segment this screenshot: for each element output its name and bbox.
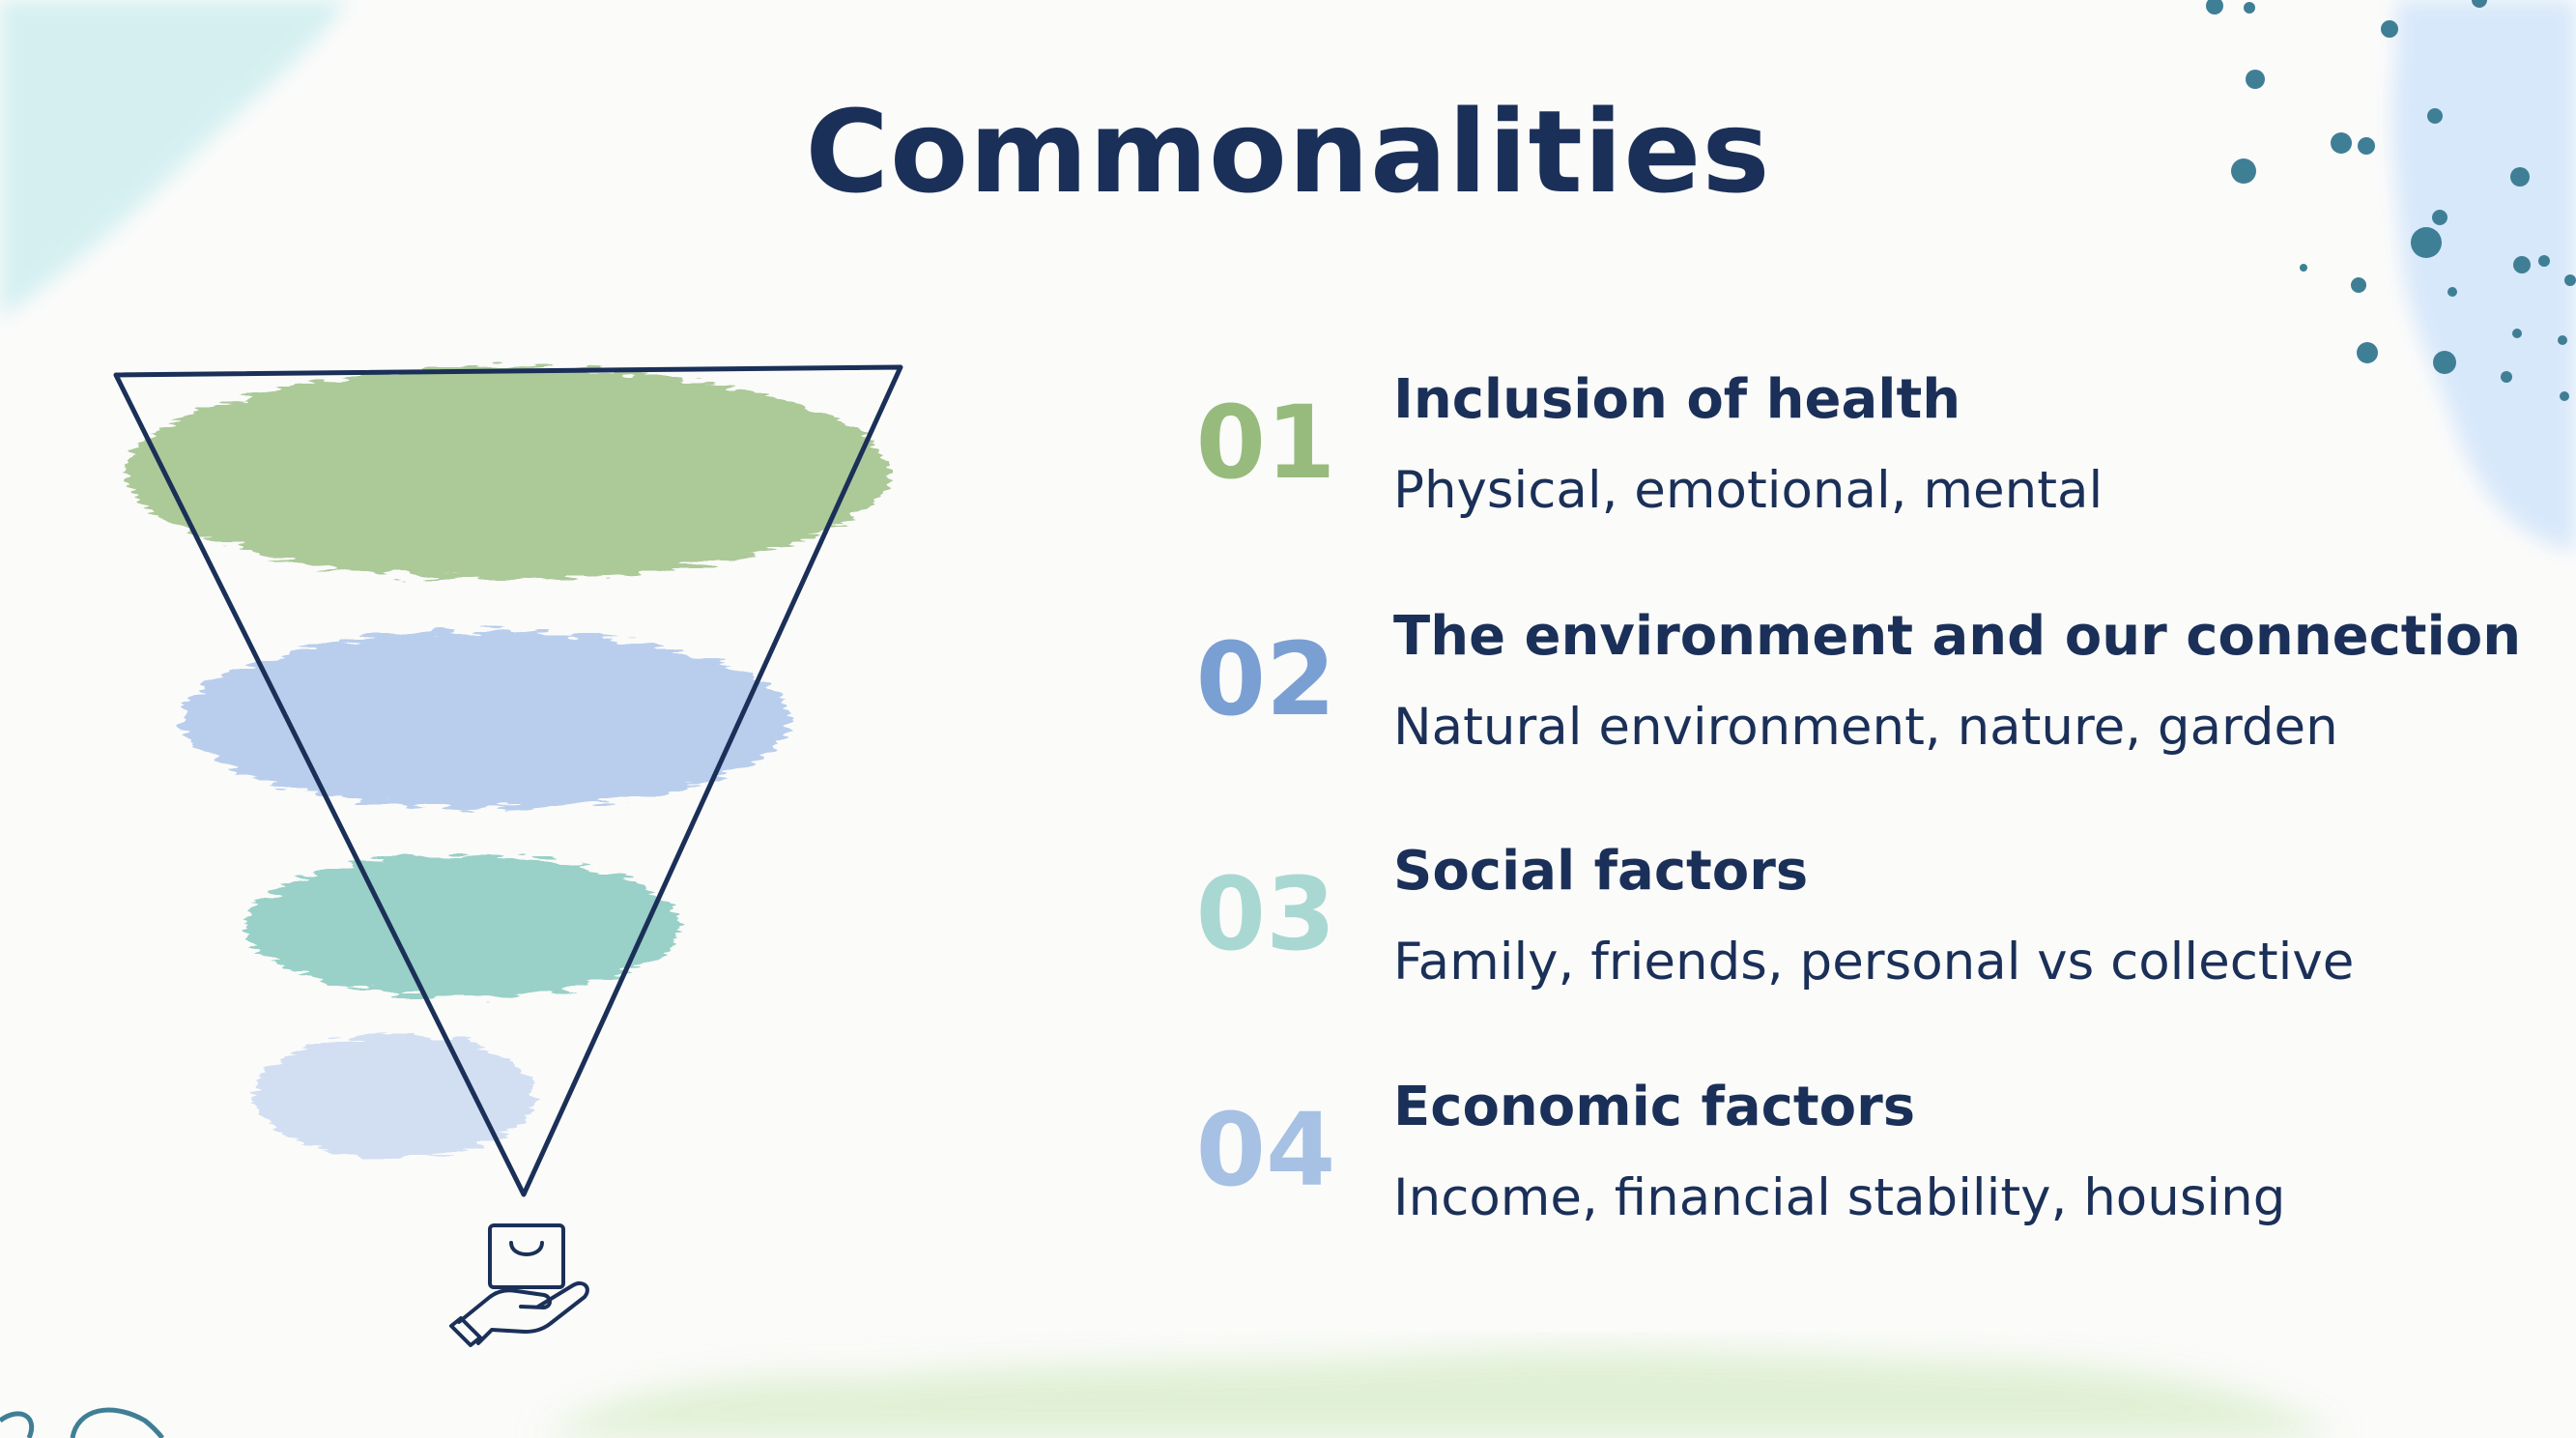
funnel-outline [113,364,903,1197]
item-title: The environment and our connection [1393,605,2522,668]
funnel-layer-4 [254,1034,534,1158]
item-title: Economic factors [1393,1076,1916,1138]
item-number: 03 [1195,855,1336,973]
item-description: Physical, emotional, mental [1393,461,2104,520]
item-description: Family, friends, personal vs collective [1393,933,2355,992]
bottom-wash [541,1349,2338,1438]
item-number: 01 [1195,384,1336,502]
funnel-layer-2 [182,631,790,809]
list-item: 03 Social factors Family, friends, perso… [1184,839,2536,1032]
item-description: Natural environment, nature, garden [1393,698,2338,757]
bottom-left-swirl [0,1411,35,1438]
item-number: 04 [1195,1091,1336,1209]
funnel-diagram [113,364,903,1197]
funnel-layer-3 [244,854,679,997]
list-item: 01 Inclusion of health Physical, emotion… [1184,367,2536,561]
item-title: Inclusion of health [1393,368,1961,431]
item-number: 02 [1195,620,1336,738]
list-item: 02 The environment and our connection Na… [1184,604,2536,797]
hand-holding-shopping-bag-icon [449,1223,589,1347]
item-title: Social factors [1393,840,1809,903]
item-description: Income, financial stability, housing [1393,1168,2286,1227]
funnel-layer-1 [126,367,889,580]
list-item: 04 Economic factors Income, financial st… [1184,1075,2536,1268]
page-title: Commonalities [805,85,1771,218]
